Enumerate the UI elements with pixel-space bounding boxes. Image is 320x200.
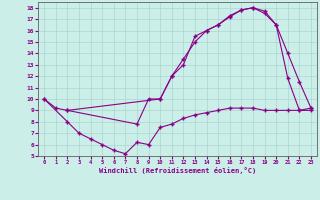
X-axis label: Windchill (Refroidissement éolien,°C): Windchill (Refroidissement éolien,°C)	[99, 167, 256, 174]
